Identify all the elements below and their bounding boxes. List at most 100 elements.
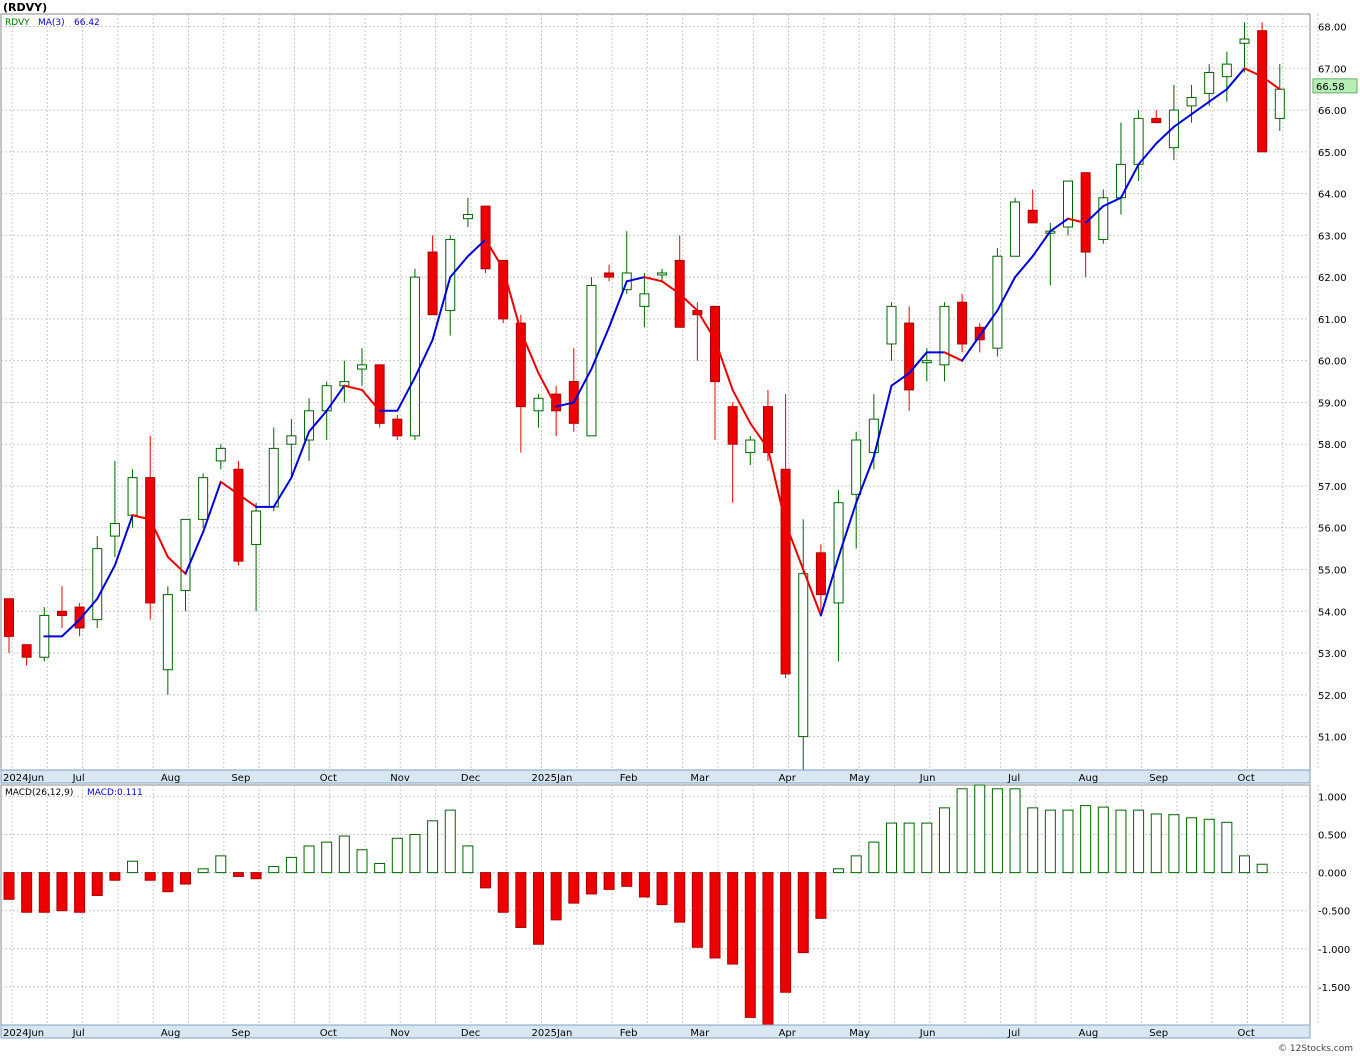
x-tick-label: Sep [231, 773, 250, 784]
macd-bar [74, 872, 86, 913]
candle-body [533, 397, 544, 412]
copyright-label: © 12Stocks.com [1278, 1044, 1353, 1054]
x-tick-label: Oct [320, 1028, 337, 1039]
price-y-tick-label: 55.00 [1318, 566, 1347, 577]
ma-segment [396, 376, 416, 412]
candle-body [1239, 38, 1250, 44]
macd-bar [144, 872, 156, 881]
price-y-tick-label: 67.00 [1318, 64, 1347, 75]
candle-body [710, 305, 720, 383]
x-tick-label: 2025Jan [532, 1028, 573, 1039]
macd-bar [1168, 814, 1180, 874]
x-tick-label: Sep [1149, 1028, 1168, 1039]
macd-bar [56, 872, 68, 912]
ma-segment [643, 276, 664, 283]
macd-histogram [3, 784, 1268, 1026]
x-tick-label: 2024Jun [3, 773, 44, 784]
x-tick-label: 2024Jun [3, 1028, 44, 1039]
macd-bar [250, 872, 262, 880]
macd-bar [656, 872, 668, 906]
x-tick-label: Feb [620, 1028, 638, 1039]
ma-segment [625, 276, 646, 283]
candle-body [445, 239, 456, 312]
ma-segment [219, 480, 240, 496]
macd-bar [1150, 813, 1162, 874]
candle-body [1151, 117, 1162, 124]
candle-body [1010, 201, 1021, 257]
candle-body [851, 439, 862, 495]
macd-bar [391, 837, 403, 874]
candle-body [462, 213, 473, 220]
price-y-tick-label: 60.00 [1318, 357, 1347, 368]
price-y-axis: 51.00 52.00 53.00 54.00 55.00 56.00 57.00 58.00… [1, 23, 1347, 744]
price-x-axis-bar [0, 769, 1311, 784]
macd-bar [744, 872, 756, 1018]
macd-bar [533, 872, 544, 945]
ma-segment [131, 514, 152, 521]
macd-x-axis: 2024Jun Jul Aug Sep Oct Nov Dec 2025Jan Feb Mar Ap… [0, 1024, 1311, 1039]
macd-y-tick-label: -0.500 [1318, 907, 1350, 918]
ma-segment [996, 276, 1017, 312]
x-tick-label: Apr [779, 773, 797, 784]
candle-body [21, 644, 32, 658]
macd-bar [374, 862, 386, 874]
ma-segment [113, 514, 134, 567]
ma-segment [484, 238, 505, 270]
ma-segment [890, 372, 911, 387]
ma-segment [714, 338, 734, 391]
candle-body [480, 205, 491, 270]
macd-bar [1097, 806, 1109, 874]
ma-segment [749, 422, 769, 450]
price-y-tick-label: 59.00 [1318, 398, 1347, 409]
macd-bar [409, 834, 421, 874]
ma-segment [1261, 75, 1281, 91]
macd-bar [232, 872, 244, 877]
macd-bar [268, 866, 280, 874]
x-tick-label: Aug [161, 1028, 181, 1039]
macd-bar [497, 872, 509, 913]
macd-bar [197, 868, 209, 874]
x-tick-label: Aug [1079, 1028, 1099, 1039]
ma-segment [466, 238, 487, 258]
ma-segment [590, 326, 611, 371]
macd-bar [3, 872, 15, 900]
x-tick-label: Feb [620, 773, 638, 784]
ma-segment [237, 493, 258, 508]
ma-segment [572, 368, 593, 404]
candle-body [815, 552, 826, 596]
candle-body [74, 606, 85, 629]
candle-body [498, 259, 509, 320]
candle-body [904, 322, 915, 391]
x-tick-label: Aug [1079, 773, 1099, 784]
ma-segment [449, 255, 469, 279]
candle-body [215, 447, 226, 462]
ma-segment [661, 280, 681, 295]
macd-bar [921, 822, 933, 874]
macd-y-axis: 1.000 0.500 0.000 -0.500 -1.000 -1.500 [1, 792, 1350, 994]
candle-body [268, 447, 279, 508]
price-y-tick-label: 54.00 [1318, 607, 1347, 618]
ma-segment [502, 267, 522, 333]
macd-bar [285, 856, 297, 874]
ma-segment [1225, 67, 1246, 91]
macd-bar [762, 872, 774, 1026]
macd-bar [215, 855, 227, 874]
x-tick-label: 2025Jan [532, 773, 573, 784]
macd-legend-name: MACD(26,12,9) [5, 788, 73, 798]
macd-bar [356, 849, 368, 874]
ma-segment [1031, 230, 1052, 258]
ma-segment [1137, 142, 1158, 166]
macd-bar [727, 872, 739, 965]
macd-bar [180, 872, 191, 885]
price-y-tick-label: 52.00 [1318, 691, 1347, 702]
candle-body [957, 301, 968, 345]
ma-segment [678, 292, 699, 312]
price-y-tick-label: 63.00 [1318, 231, 1347, 242]
price-y-tick-label: 62.00 [1318, 273, 1347, 284]
candle-body [198, 477, 209, 520]
macd-bar [1221, 821, 1233, 874]
macd-bar [21, 872, 33, 913]
candle-body [657, 272, 668, 276]
candle-body [4, 598, 14, 637]
macd-y-tick-label: -1.500 [1318, 983, 1350, 994]
